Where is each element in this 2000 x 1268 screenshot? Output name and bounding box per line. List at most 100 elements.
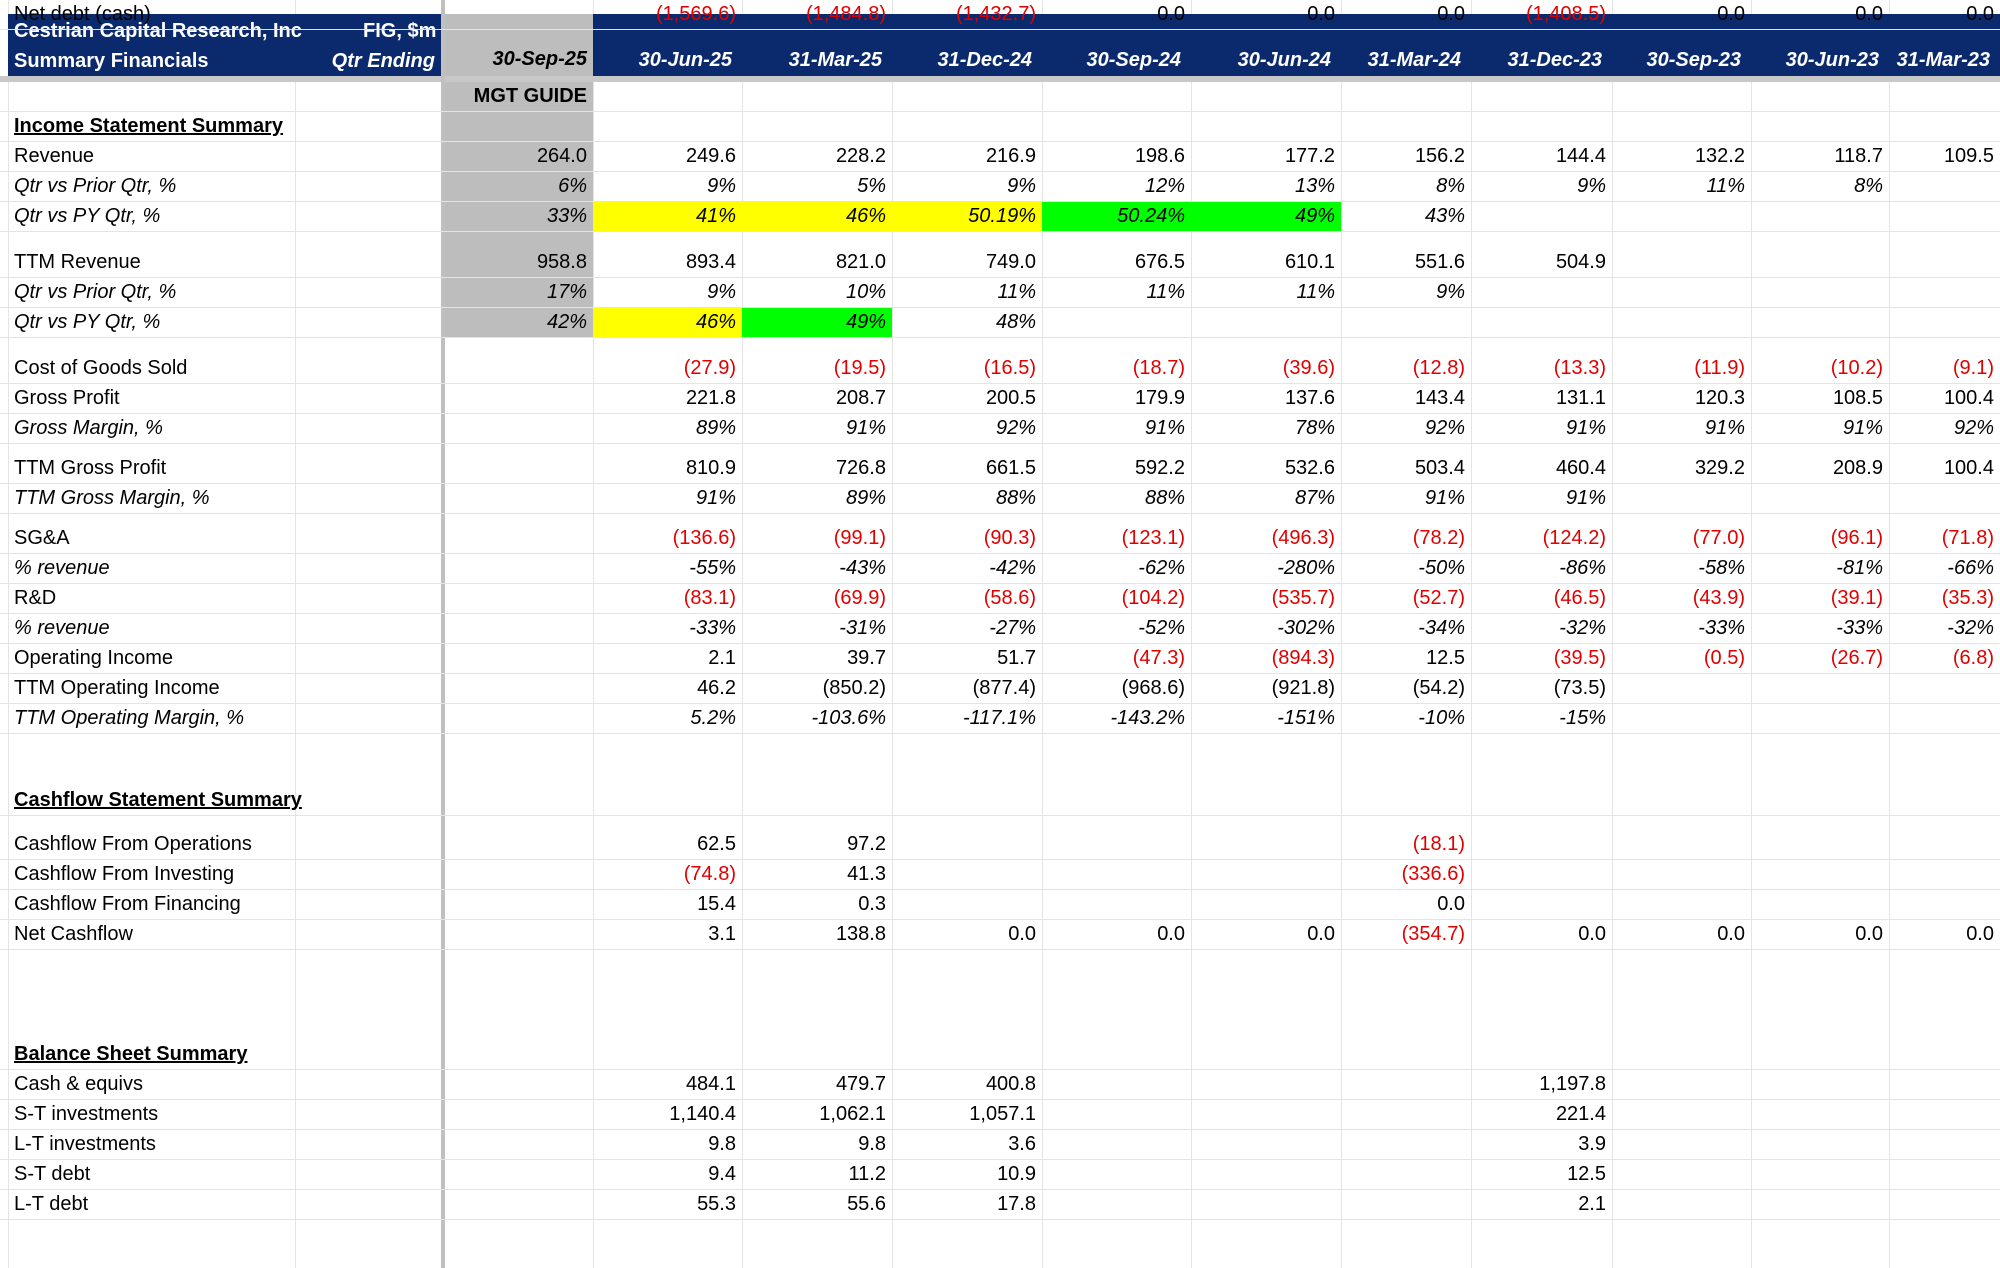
data-cell[interactable]: 91% xyxy=(1424,487,1465,509)
data-cell[interactable]: (83.1) xyxy=(683,587,736,609)
data-cell[interactable]: 41.3 xyxy=(847,863,886,885)
guide-cell[interactable] xyxy=(445,830,593,859)
data-cell[interactable]: -33% xyxy=(689,617,736,639)
data-cell[interactable]: 108.5 xyxy=(1832,387,1883,409)
data-cell[interactable]: (535.7) xyxy=(1271,587,1335,609)
data-cell[interactable]: 0.0 xyxy=(1437,3,1465,25)
data-cell[interactable]: 9.4 xyxy=(708,1163,736,1185)
data-cell[interactable]: (90.3) xyxy=(983,527,1036,549)
data-cell[interactable] xyxy=(1042,860,1191,889)
data-cell[interactable]: 43% xyxy=(1424,205,1465,227)
data-cell[interactable]: 88% xyxy=(995,487,1036,509)
data-cell[interactable]: 0.0 xyxy=(1717,923,1745,945)
data-cell[interactable] xyxy=(1612,674,1751,703)
data-cell[interactable]: -32% xyxy=(1559,617,1606,639)
data-cell[interactable]: (52.7) xyxy=(1412,587,1465,609)
data-cell[interactable] xyxy=(1889,704,2000,733)
data-cell[interactable]: 0.0 xyxy=(1307,923,1335,945)
data-cell[interactable]: 3.6 xyxy=(1008,1133,1036,1155)
data-cell[interactable]: 9% xyxy=(707,175,736,197)
data-cell[interactable] xyxy=(1612,1070,1751,1099)
data-cell[interactable]: 143.4 xyxy=(1414,387,1465,409)
data-cell[interactable]: -34% xyxy=(1418,617,1465,639)
data-cell[interactable] xyxy=(1889,1160,2000,1189)
data-cell[interactable]: (850.2) xyxy=(822,677,886,699)
data-cell[interactable] xyxy=(1751,1160,1889,1189)
data-cell[interactable] xyxy=(1042,1070,1191,1099)
data-cell[interactable] xyxy=(1751,1070,1889,1099)
data-cell[interactable]: (18.1) xyxy=(1412,833,1465,855)
data-cell[interactable] xyxy=(1191,1160,1341,1189)
data-cell[interactable]: 1,197.8 xyxy=(1539,1073,1606,1095)
data-cell[interactable] xyxy=(1341,1070,1471,1099)
data-cell[interactable]: 249.6 xyxy=(685,145,736,167)
data-cell[interactable]: -143.2% xyxy=(1110,707,1186,729)
data-cell[interactable]: (27.9) xyxy=(683,357,736,379)
data-cell[interactable] xyxy=(1612,1190,1751,1219)
data-cell[interactable]: 156.2 xyxy=(1414,145,1465,167)
data-cell[interactable]: 11.2 xyxy=(848,1163,886,1185)
data-cell[interactable]: -52% xyxy=(1138,617,1185,639)
data-cell[interactable] xyxy=(1751,674,1889,703)
data-cell[interactable]: 5% xyxy=(857,175,886,197)
data-cell[interactable]: 1,057.1 xyxy=(969,1103,1036,1125)
data-cell[interactable]: 91% xyxy=(1842,417,1883,439)
data-cell[interactable]: 17.8 xyxy=(997,1193,1036,1215)
data-cell[interactable] xyxy=(1751,704,1889,733)
data-cell[interactable] xyxy=(1612,278,1751,307)
data-cell[interactable]: 179.9 xyxy=(1134,387,1185,409)
data-cell[interactable]: 208.9 xyxy=(1832,457,1883,479)
data-cell[interactable] xyxy=(1471,308,1612,337)
data-cell[interactable] xyxy=(1612,704,1751,733)
data-cell[interactable] xyxy=(1341,1160,1471,1189)
data-cell[interactable]: -42% xyxy=(989,557,1036,579)
data-cell[interactable]: 9.8 xyxy=(708,1133,736,1155)
data-cell[interactable]: -43% xyxy=(839,557,886,579)
data-cell[interactable] xyxy=(1191,1100,1341,1129)
data-cell[interactable]: 216.9 xyxy=(985,145,1036,167)
data-cell[interactable] xyxy=(1191,830,1341,859)
data-cell[interactable] xyxy=(1751,860,1889,889)
data-cell[interactable] xyxy=(1751,1130,1889,1159)
data-cell[interactable]: (1,432.7) xyxy=(955,3,1036,25)
data-cell[interactable]: 198.6 xyxy=(1134,145,1185,167)
data-cell[interactable] xyxy=(1889,278,2000,307)
data-cell[interactable]: 460.4 xyxy=(1555,457,1606,479)
data-cell[interactable] xyxy=(1889,248,2000,277)
data-cell[interactable]: (104.2) xyxy=(1121,587,1185,609)
data-cell[interactable]: (9.1) xyxy=(1952,357,1994,379)
data-cell[interactable] xyxy=(1612,248,1751,277)
data-cell[interactable]: 0.0 xyxy=(1855,3,1883,25)
guide-cell[interactable] xyxy=(445,614,593,643)
data-cell[interactable]: 12% xyxy=(1144,175,1185,197)
guide-cell[interactable] xyxy=(445,704,593,733)
data-cell[interactable]: (26.7) xyxy=(1830,647,1883,669)
data-cell[interactable]: 9% xyxy=(1007,175,1036,197)
data-cell[interactable] xyxy=(1889,308,2000,337)
data-cell[interactable]: (1,484.8) xyxy=(805,3,886,25)
data-cell[interactable] xyxy=(1191,1190,1341,1219)
data-cell[interactable]: 55.3 xyxy=(697,1193,736,1215)
data-cell[interactable]: 91% xyxy=(1565,417,1606,439)
guide-cell[interactable]: 17% xyxy=(546,281,587,303)
data-cell[interactable]: 9.8 xyxy=(858,1133,886,1155)
data-cell[interactable]: (74.8) xyxy=(683,863,736,885)
data-cell[interactable]: -66% xyxy=(1947,557,1994,579)
data-cell[interactable] xyxy=(1751,308,1889,337)
data-cell[interactable]: (1,569.6) xyxy=(655,3,736,25)
data-cell[interactable]: 479.7 xyxy=(835,1073,886,1095)
data-cell[interactable]: 1,062.1 xyxy=(819,1103,886,1125)
data-cell[interactable] xyxy=(1751,484,1889,513)
data-cell[interactable] xyxy=(1341,1190,1471,1219)
data-cell[interactable]: 0.0 xyxy=(1966,923,1994,945)
guide-cell[interactable] xyxy=(445,890,593,919)
data-cell[interactable] xyxy=(1341,308,1471,337)
data-cell[interactable]: 97.2 xyxy=(847,833,886,855)
guide-cell[interactable] xyxy=(445,454,593,483)
data-cell[interactable]: (77.0) xyxy=(1692,527,1745,549)
data-cell[interactable]: 8% xyxy=(1436,175,1465,197)
guide-cell[interactable] xyxy=(445,554,593,583)
data-cell[interactable]: 15.4 xyxy=(697,893,736,915)
data-cell[interactable]: 51.7 xyxy=(997,647,1036,669)
guide-cell[interactable] xyxy=(445,1130,593,1159)
